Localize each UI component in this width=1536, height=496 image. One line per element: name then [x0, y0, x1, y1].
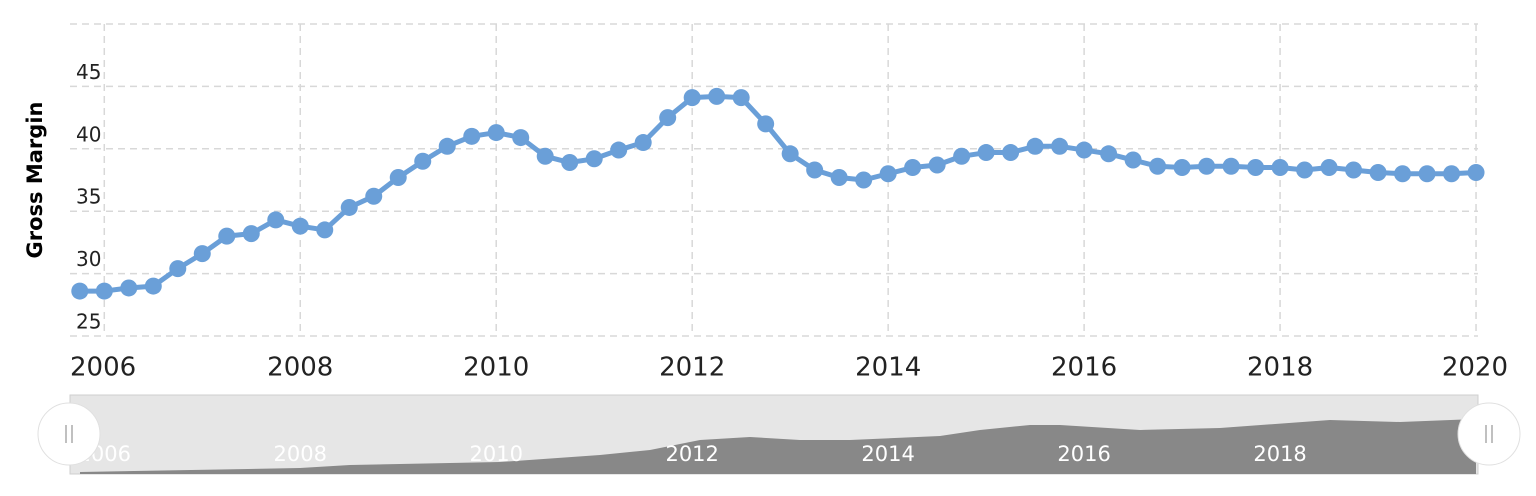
- x-tick-label: 2008: [267, 353, 333, 383]
- data-point: [218, 227, 236, 245]
- data-point: [365, 187, 383, 205]
- data-point: [144, 277, 162, 295]
- y-tick-label: 40: [76, 122, 101, 146]
- data-point: [708, 87, 726, 105]
- data-point: [634, 134, 652, 152]
- data-point: [1026, 137, 1044, 155]
- data-point: [1124, 151, 1142, 169]
- data-point: [1296, 161, 1314, 179]
- y-tick-label: 45: [76, 60, 101, 84]
- y-axis-label: Gross Margin: [23, 102, 47, 259]
- data-point: [1369, 164, 1387, 182]
- data-point: [1394, 165, 1412, 183]
- data-point: [1345, 161, 1363, 179]
- data-point: [95, 282, 113, 300]
- y-tick-label: 35: [76, 185, 101, 209]
- data-point: [438, 137, 456, 155]
- data-point: [830, 169, 848, 187]
- data-line: [79, 93, 1477, 294]
- data-point: [585, 150, 603, 168]
- data-point: [1198, 157, 1216, 175]
- data-point: [928, 156, 946, 174]
- data-point: [291, 217, 309, 235]
- data-point: [659, 109, 677, 127]
- data-point: [169, 260, 187, 278]
- navigator-area: [80, 419, 1476, 474]
- navigator-tick-label: 2016: [1057, 442, 1110, 466]
- data-point: [1320, 159, 1338, 177]
- x-tick-label: 2020: [1442, 353, 1508, 383]
- y-tick-label: 25: [76, 310, 101, 334]
- data-point: [855, 171, 873, 189]
- data-point: [1247, 159, 1265, 177]
- data-point: [953, 147, 971, 165]
- data-point: [512, 129, 530, 147]
- navigator-handle[interactable]: [37, 402, 101, 466]
- navigator: [69, 394, 1479, 475]
- navigator-tick-label: 2018: [1253, 442, 1306, 466]
- x-tick-label: 2012: [659, 353, 725, 383]
- data-point: [1418, 165, 1436, 183]
- data-point: [683, 89, 701, 107]
- x-tick-label: 2006: [70, 353, 136, 383]
- data-point: [1467, 164, 1485, 182]
- data-point: [242, 225, 260, 243]
- data-point: [732, 89, 750, 107]
- x-tick-label: 2010: [463, 353, 529, 383]
- data-point: [340, 198, 358, 216]
- data-point: [1075, 141, 1093, 159]
- x-tick-label: 2014: [855, 353, 921, 383]
- data-point: [267, 211, 285, 229]
- data-point: [757, 115, 775, 133]
- data-point: [1222, 157, 1240, 175]
- data-point: [487, 124, 505, 142]
- data-point: [1002, 144, 1020, 162]
- data-point: [414, 152, 432, 170]
- data-point: [1100, 145, 1118, 163]
- navigator-handle[interactable]: [1457, 402, 1521, 466]
- data-point: [1173, 159, 1191, 177]
- data-point: [71, 282, 89, 300]
- data-point: [536, 147, 554, 165]
- data-point: [879, 165, 897, 183]
- data-point: [610, 141, 628, 159]
- data-point: [193, 245, 211, 263]
- data-point: [781, 145, 799, 163]
- data-point: [1271, 159, 1289, 177]
- navigator-tick-label: 2012: [665, 442, 718, 466]
- y-tick-label: 30: [76, 247, 101, 271]
- navigator-tick-label: 2008: [274, 442, 327, 466]
- data-point: [1051, 137, 1069, 155]
- x-tick-label: 2016: [1051, 353, 1117, 383]
- data-point: [904, 159, 922, 177]
- data-point: [1443, 165, 1461, 183]
- data-point: [806, 161, 824, 179]
- data-point: [389, 169, 407, 187]
- navigator-tick-label: 2014: [861, 442, 914, 466]
- data-point: [561, 154, 579, 172]
- x-tick-label: 2018: [1247, 353, 1313, 383]
- data-point: [120, 279, 138, 297]
- data-point: [463, 127, 481, 145]
- data-point: [1149, 157, 1167, 175]
- data-point: [316, 221, 334, 239]
- navigator-tick-label: 2010: [469, 442, 522, 466]
- data-point: [977, 144, 995, 162]
